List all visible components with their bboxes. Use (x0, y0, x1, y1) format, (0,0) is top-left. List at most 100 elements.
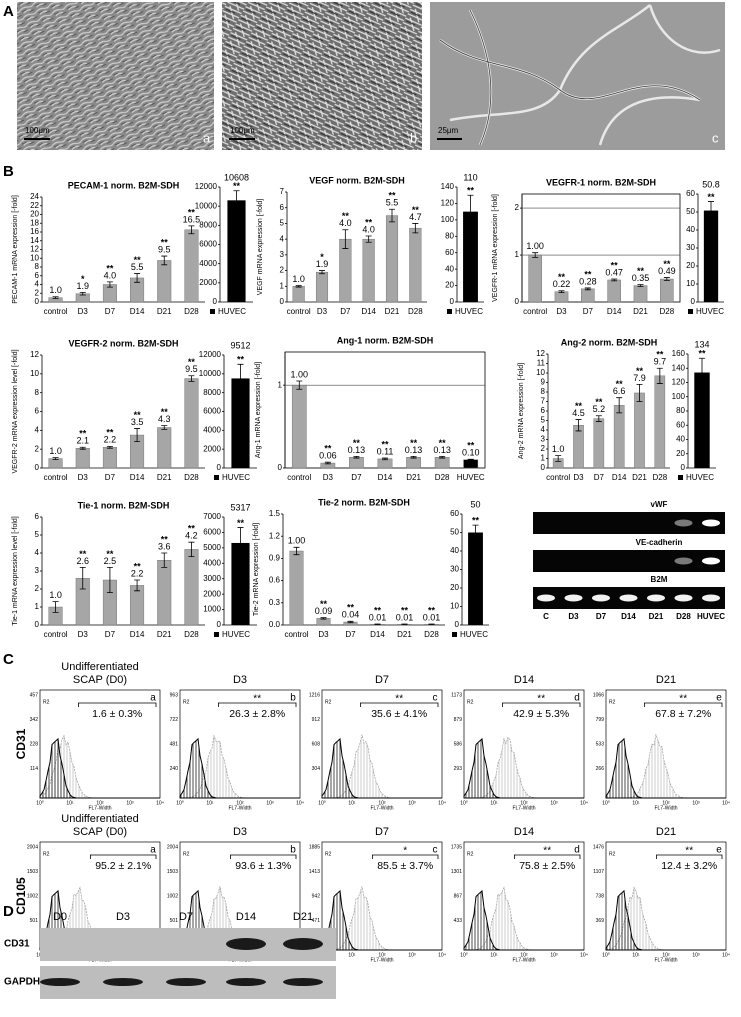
value-label: 6.6 (613, 386, 626, 396)
letter: a (150, 693, 156, 704)
significance: ** (439, 438, 447, 448)
gel-label: B2M (651, 575, 668, 584)
y-tick-label: 40 (450, 546, 459, 555)
y-tick-label: 1.2 (269, 531, 281, 540)
value-label: 0.13 (433, 445, 451, 455)
error-bar (79, 291, 86, 296)
lane-label: D21 (649, 612, 664, 621)
y-tick-label: 50 (686, 207, 695, 216)
x-tick-label: D3 (323, 473, 334, 482)
y-tick-label: 60 (676, 420, 685, 429)
error-bar (472, 524, 479, 541)
x-tick-label: D28 (652, 473, 667, 482)
value-label: 1.00 (288, 536, 306, 546)
bar (694, 372, 710, 468)
gel-strip (533, 550, 725, 572)
significance: ** (388, 191, 396, 201)
value-label: 1.0 (552, 444, 565, 454)
y-tick-label: 481 (170, 741, 179, 747)
error-bar (708, 201, 714, 220)
y-tick-label: 342 (30, 717, 39, 723)
x-tick-label: 10³ (550, 800, 558, 806)
lane-label: C (543, 612, 549, 621)
significance: ** (707, 192, 715, 202)
error-bar (52, 601, 59, 613)
y-tick-label: 3000 (203, 574, 221, 583)
stat: 42.9 ± 5.3% (513, 708, 569, 720)
bar (660, 278, 674, 303)
value-label: 1.0 (49, 590, 62, 600)
significance: ** (253, 694, 261, 705)
gel-band (537, 594, 555, 602)
y-tick-label: 0.0 (269, 620, 281, 629)
y-tick-label: 471 (312, 918, 321, 924)
gel-band (674, 557, 693, 565)
panel-title: Undifferentiated (61, 813, 138, 825)
x-axis-label: FL7-Width (228, 805, 251, 811)
significance: ** (347, 603, 355, 613)
y-tick-label: 20 (30, 210, 39, 219)
panel-title: D21 (656, 674, 676, 686)
cell-network (439, 9, 701, 146)
value-label: 1.0 (49, 446, 62, 456)
y-tick-label: 369 (596, 918, 605, 924)
gate-label: R2 (43, 851, 50, 857)
y-tick-label: 80 (445, 231, 454, 240)
legend-label: HUVEC (455, 307, 483, 316)
chart-title: VEGFR-2 norm. B2M-SDH (68, 338, 178, 348)
x-tick-label: D3 (556, 307, 567, 316)
x-tick-label: D7 (345, 630, 356, 639)
significance: ** (636, 366, 644, 376)
chart-title: VEGFR-1 norm. B2M-SDH (546, 177, 656, 187)
panel-title: Undifferentiated (61, 661, 138, 673)
significance: ** (656, 350, 664, 360)
significance: * (403, 846, 407, 857)
significance: ** (237, 518, 245, 528)
x-tick-label: D3 (78, 307, 89, 316)
value-label: 0.11 (377, 446, 394, 456)
y-tick-label: 12000 (195, 182, 218, 191)
y-tick-label: 1476 (593, 844, 604, 850)
bar (607, 279, 621, 303)
y-tick-label: 2 (35, 584, 40, 593)
x-tick-label: 10⁰ (176, 800, 184, 806)
panel-label: A (3, 3, 14, 20)
panel-title: D7 (375, 826, 389, 838)
significance: ** (428, 605, 436, 615)
y-tick-label: 2000 (199, 278, 217, 287)
micrograph (430, 2, 725, 150)
letter: e (716, 845, 722, 856)
stat: 12.4 ± 3.2% (661, 860, 717, 872)
significance: ** (595, 397, 603, 407)
y-tick-label: 6 (35, 271, 40, 280)
blot-band (226, 978, 266, 986)
gate-bracket (644, 702, 723, 707)
significance: ** (237, 355, 245, 365)
stat: 95.2 ± 2.1% (95, 860, 151, 872)
error-bar (532, 252, 539, 258)
bar (377, 458, 393, 469)
significance: ** (575, 401, 583, 411)
value-label: 2.2 (104, 435, 117, 445)
significance: ** (698, 349, 706, 359)
y-tick-label: 6000 (199, 240, 217, 249)
legend-swatch (210, 309, 215, 314)
legend-label: HUVEC (696, 307, 724, 316)
stat: 1.6 ± 0.3% (92, 708, 142, 720)
value-label: 0.22 (553, 279, 571, 289)
error-bar (575, 419, 582, 432)
error-bar (188, 375, 195, 382)
y-tick-label: 100 (672, 392, 686, 401)
letter: b (290, 845, 296, 856)
y-tick-label: 1002 (167, 893, 178, 899)
x-tick-label: D28 (659, 307, 674, 316)
error-bar (412, 223, 419, 234)
letter: d (574, 845, 580, 856)
significance: ** (324, 444, 332, 454)
x-tick-label: D28 (184, 630, 199, 639)
bar (528, 254, 542, 303)
x-tick-label: 10¹ (348, 952, 356, 958)
y-tick-label: 1002 (27, 893, 38, 899)
histogram-control (321, 737, 442, 799)
